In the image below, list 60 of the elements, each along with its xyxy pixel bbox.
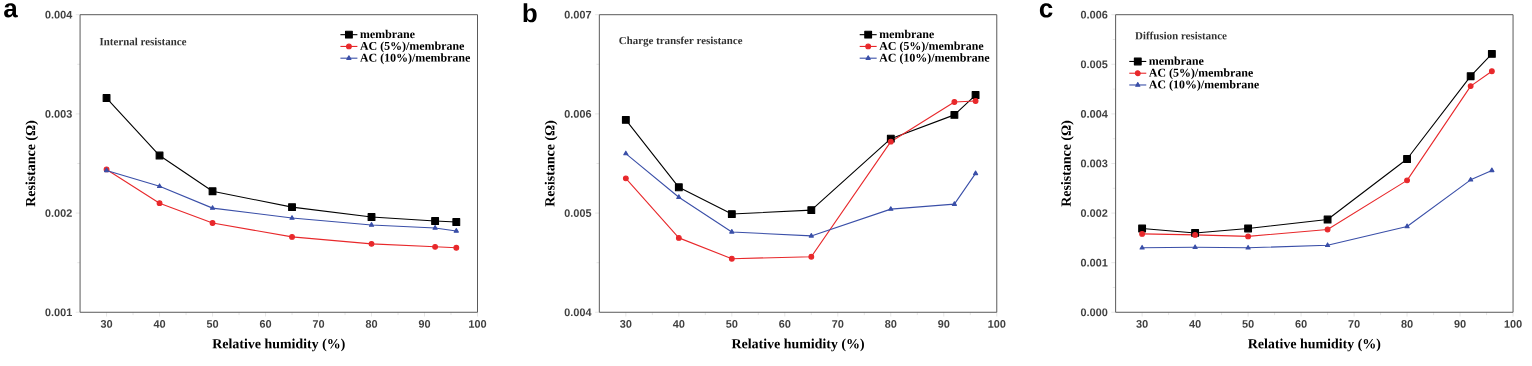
y-tick-label: 0.004 bbox=[564, 308, 592, 317]
y-tick-label: 0.003 bbox=[1080, 159, 1108, 168]
x-tick-label: 90 bbox=[1454, 319, 1466, 328]
x-tick-label: 70 bbox=[312, 319, 325, 328]
y-tick-label: 0.007 bbox=[564, 10, 592, 19]
legend-label: AC (5%)/membrane bbox=[360, 41, 465, 53]
x-tick-label: 80 bbox=[365, 319, 378, 328]
x-tick-label: 40 bbox=[672, 319, 685, 328]
x-tick-label: 60 bbox=[1295, 319, 1307, 328]
x-tick-label: 90 bbox=[418, 319, 431, 328]
legend-label: AC (5%)/membrane bbox=[1148, 68, 1253, 80]
x-tick-label: 60 bbox=[259, 319, 272, 328]
legend-label: AC (5%)/membrane bbox=[879, 41, 984, 53]
x-tick-label: 40 bbox=[1189, 319, 1201, 328]
legend-label: AC (10%)/membrane bbox=[1148, 80, 1259, 91]
annotation: Diffusion resistance bbox=[1135, 31, 1227, 40]
x-tick-label: 50 bbox=[726, 319, 738, 328]
x-tick-label: 80 bbox=[1401, 319, 1413, 328]
y-tick-label: 0.003 bbox=[45, 109, 72, 118]
y-tick-label: 0.006 bbox=[1080, 10, 1108, 19]
y-tick-label: 0.002 bbox=[45, 209, 72, 217]
y-axis-title: Resistance (Ω) bbox=[25, 120, 39, 207]
y-tick-label: 0.005 bbox=[564, 209, 592, 217]
y-tick-label: 0.002 bbox=[1080, 209, 1108, 217]
x-tick-label: 40 bbox=[153, 319, 166, 328]
y-tick-label: 0.000 bbox=[1080, 308, 1108, 317]
legend-label: membrane bbox=[1149, 56, 1204, 65]
y-tick-label: 0.006 bbox=[564, 109, 592, 118]
x-tick-label: 50 bbox=[206, 319, 219, 328]
y-tick-label: 0.005 bbox=[1080, 60, 1108, 69]
x-tick-label: 30 bbox=[620, 319, 632, 328]
x-axis-title: Relative humidity (%) bbox=[212, 338, 345, 352]
x-tick-label: 70 bbox=[832, 319, 844, 328]
y-axis-title: Resistance (Ω) bbox=[1061, 120, 1074, 207]
x-tick-label: 30 bbox=[100, 319, 113, 328]
x-tick-label: 90 bbox=[938, 319, 950, 328]
x-tick-label: 50 bbox=[1242, 319, 1254, 328]
x-axis-title: Relative humidity (%) bbox=[1248, 338, 1381, 352]
x-tick-label: 100 bbox=[469, 319, 487, 328]
x-tick-label: 70 bbox=[1348, 319, 1360, 328]
legend-label: AC (10%)/membrane bbox=[360, 53, 471, 65]
x-axis-title: Relative humidity (%) bbox=[731, 338, 864, 352]
x-tick-label: 30 bbox=[1136, 319, 1148, 328]
chart-title: a bbox=[4, 3, 18, 18]
x-tick-label: 80 bbox=[885, 319, 897, 328]
legend-label: membrane bbox=[879, 29, 934, 39]
chart-title: b bbox=[523, 3, 537, 23]
chart-title: c bbox=[1039, 3, 1053, 18]
annotation: Charge transfer resistance bbox=[619, 36, 743, 47]
y-tick-label: 0.001 bbox=[1080, 258, 1108, 267]
x-tick-label: 60 bbox=[779, 319, 791, 328]
y-axis-title: Resistance (Ω) bbox=[544, 120, 558, 207]
x-tick-label: 100 bbox=[988, 319, 1006, 328]
y-tick-label: 0.004 bbox=[45, 10, 73, 19]
legend-label: AC (10%)/membrane bbox=[879, 53, 990, 65]
y-tick-label: 0.004 bbox=[1080, 109, 1108, 118]
legend-label: membrane bbox=[360, 29, 415, 39]
annotation: Internal resistance bbox=[99, 37, 187, 46]
x-tick-label: 100 bbox=[1504, 319, 1522, 328]
y-tick-label: 0.001 bbox=[45, 308, 72, 317]
